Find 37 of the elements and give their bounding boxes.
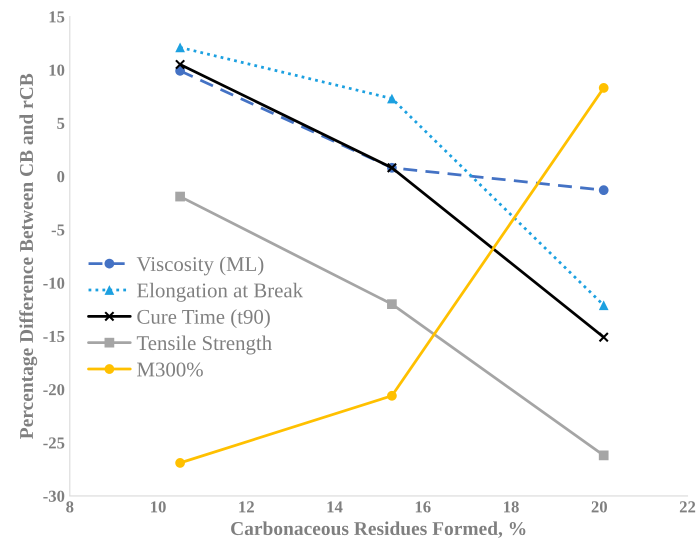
- legend-label: Viscosity (ML): [136, 256, 264, 276]
- x-tick-label: 8: [66, 501, 74, 512]
- point: [598, 185, 609, 196]
- legend-label: Cure Time (t90): [137, 309, 270, 328]
- point: [175, 458, 185, 468]
- y-axis-title: Percentage Difference Between CB and rCB: [19, 74, 38, 439]
- legend-label: Elongation at Break: [137, 282, 304, 302]
- x-tick-label: 20: [592, 501, 607, 512]
- x-tick-label: 12: [239, 501, 254, 512]
- x-tick-label: 10: [151, 501, 166, 512]
- y-tick-label: -15: [43, 330, 64, 342]
- point: [174, 59, 186, 70]
- y-tick-label: -5: [52, 224, 64, 236]
- y-tick-label: -20: [43, 384, 64, 396]
- x-tick-label: 14: [328, 501, 343, 512]
- y-tick-label: 15: [50, 11, 64, 22]
- x-axis-title: Carbonaceous Residues Formed, %: [231, 521, 526, 538]
- y-tick-label: 10: [50, 64, 64, 76]
- point: [598, 332, 609, 342]
- y-tick-label: -25: [43, 437, 64, 449]
- x-tick-label: 16: [416, 501, 431, 512]
- point: [598, 83, 609, 93]
- point: [175, 192, 185, 202]
- point: [175, 42, 185, 52]
- legend-label: M300%: [137, 362, 203, 377]
- y-tick-label: -10: [43, 278, 64, 289]
- legend-label: Tensile Strength: [136, 335, 272, 354]
- point: [598, 300, 609, 310]
- point: [598, 450, 609, 460]
- point: [387, 94, 397, 104]
- y-tick-label: 0: [57, 171, 64, 182]
- x-tick-label: 18: [504, 501, 519, 512]
- y-tick-label: 5: [57, 118, 64, 130]
- y-tick-label: -30: [43, 490, 64, 502]
- point: [387, 299, 397, 310]
- x-tick-label: 22: [680, 501, 696, 512]
- point: [387, 390, 397, 401]
